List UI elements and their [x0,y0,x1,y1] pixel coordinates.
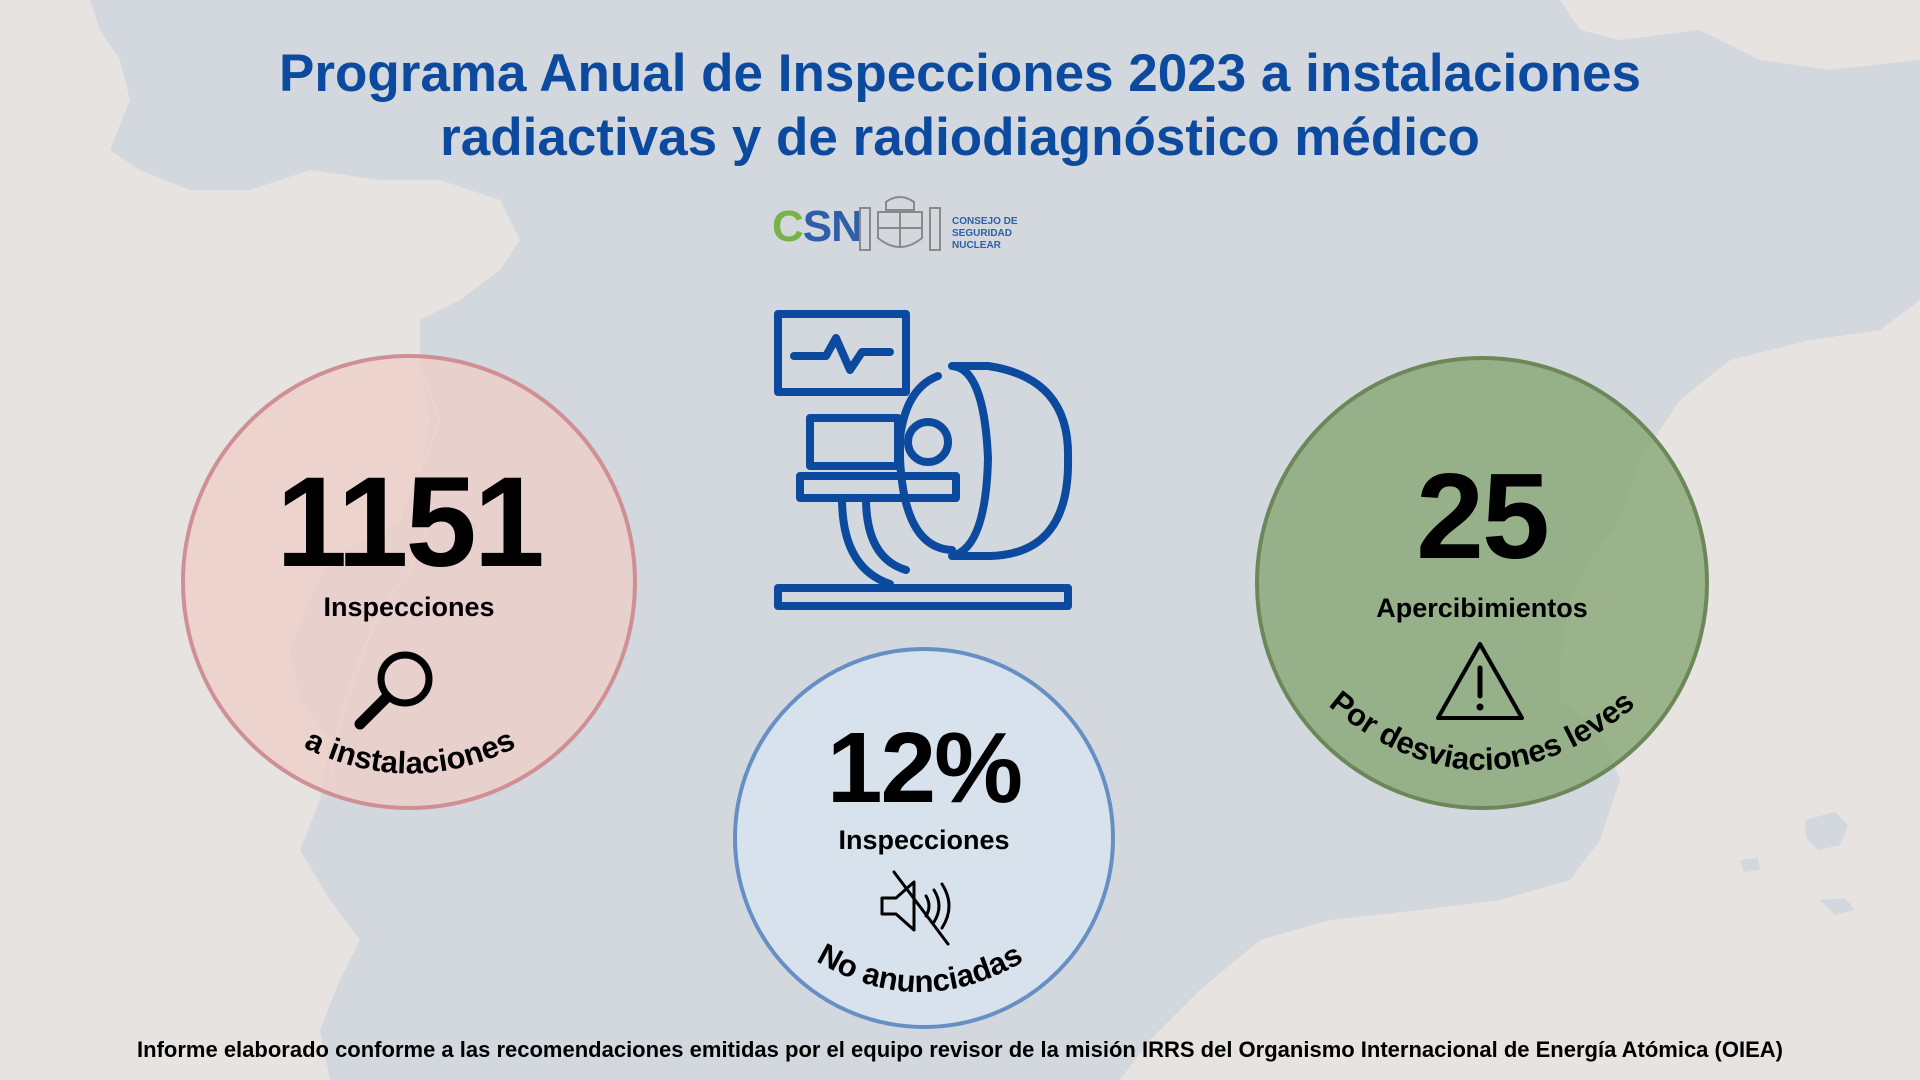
stat-label-unannounced: Inspecciones [838,825,1010,855]
magnifier-icon [354,651,433,730]
stat-circle-unannounced [733,647,1115,1029]
logo-name: CONSEJO DE SEGURIDAD NUCLEAR [952,216,1018,251]
stat-label-warnings: Apercibimientos [1376,593,1588,623]
stat-value-unannounced: 12% [826,712,1023,824]
title-line-2: radiactivas y de radiodiagnóstico médico [440,108,1480,167]
stat-circle-warnings [1255,356,1709,810]
stat-value-inspections: 1151 [276,451,545,594]
coat-of-arms-icon [859,196,941,251]
title-line-1: Programa Anual de Inspecciones 2023 a in… [279,44,1641,103]
stat-label-inspections: Inspecciones [323,592,495,622]
stat-value-warnings: 25 [1416,448,1550,584]
svg-text:Por desviaciones leves: Por desviaciones leves [1323,684,1640,778]
stat-circle-inspections [181,354,637,810]
csn-logo: CSN CONSEJO DE SEGURIDAD NUCLEAR [772,194,1032,260]
page-title: Programa Anual de Inspecciones 2023 a in… [0,42,1920,170]
footer-note: Informe elaborado conforme a las recomen… [137,1037,1783,1062]
logo-abbreviation: CSN [772,202,863,251]
warning-icon [1436,642,1524,720]
medical-scanner-icon [774,310,1073,610]
muted-speaker-icon [880,870,951,946]
